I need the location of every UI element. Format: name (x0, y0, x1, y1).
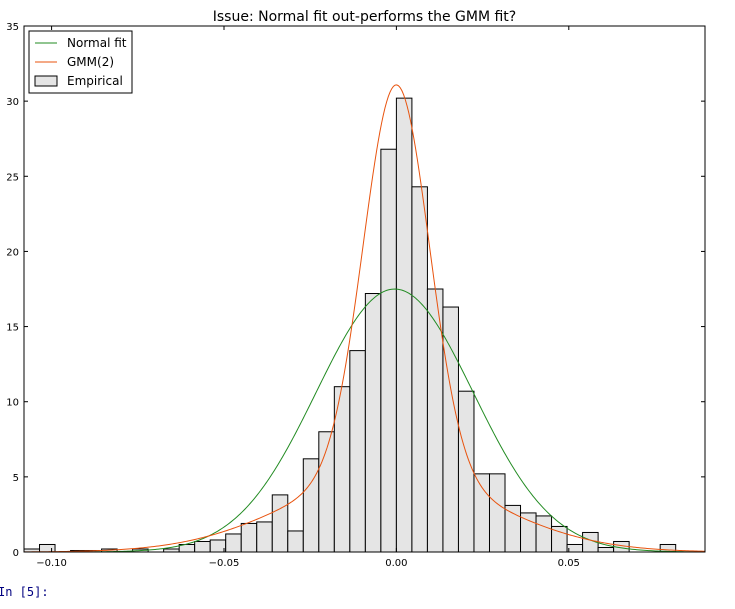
x-tick-label: 0.05 (558, 558, 580, 569)
histogram-bar (225, 533, 242, 553)
histogram-bar (535, 515, 553, 553)
fit-lines (23, 84, 706, 553)
legend-empirical-label: Empirical (67, 74, 123, 88)
histogram-bar (287, 530, 304, 553)
chart-title: Issue: Normal fit out-performs the GMM f… (213, 9, 516, 25)
y-tick-label: 10 (6, 398, 19, 409)
histogram-bar (380, 148, 397, 553)
histogram-bar (473, 473, 490, 553)
x-tick-label: −0.10 (36, 558, 67, 569)
legend-empirical-swatch (34, 75, 58, 87)
x-axis: −0.10 −0.05 0.00 0.05 (36, 26, 580, 569)
y-tick-label: 20 (6, 247, 19, 258)
y-tick-label: 0 (13, 548, 19, 559)
gmm-fit-line (23, 84, 706, 553)
histogram-bar (442, 306, 459, 553)
histogram-bar (39, 543, 56, 553)
cell-prompt: In [5]: (0, 585, 49, 599)
y-tick-label: 15 (6, 323, 19, 334)
histogram-bar (209, 539, 227, 553)
histogram-bar (411, 186, 428, 553)
histogram-bar (364, 293, 382, 553)
histogram-bar (194, 540, 211, 553)
histogram-bar (520, 512, 537, 553)
y-tick-label: 35 (6, 22, 19, 33)
y-tick-label: 25 (6, 172, 19, 183)
histogram-bar (240, 522, 258, 553)
histogram-bars (23, 97, 677, 553)
histogram-bar (349, 350, 366, 553)
legend-normal-label: Normal fit (67, 36, 127, 50)
plot-frame (23, 25, 706, 553)
histogram-bar (457, 390, 475, 553)
legend-gmm-label: GMM(2) (67, 55, 114, 69)
y-axis: 0 5 10 15 20 25 30 35 (6, 22, 705, 559)
histogram-bar (271, 494, 289, 553)
histogram-bar (597, 546, 615, 553)
histogram-bar (488, 473, 506, 553)
histogram-bar (504, 504, 522, 553)
histogram-bar (256, 521, 273, 553)
legend: Normal fit GMM(2) Empirical (28, 30, 133, 94)
x-tick-label: −0.05 (209, 558, 240, 569)
y-tick-label: 5 (13, 473, 19, 484)
histogram-bar (566, 543, 584, 553)
y-tick-label: 30 (6, 97, 19, 108)
x-tick-label: 0.00 (385, 558, 407, 569)
histogram-bar (395, 97, 413, 553)
